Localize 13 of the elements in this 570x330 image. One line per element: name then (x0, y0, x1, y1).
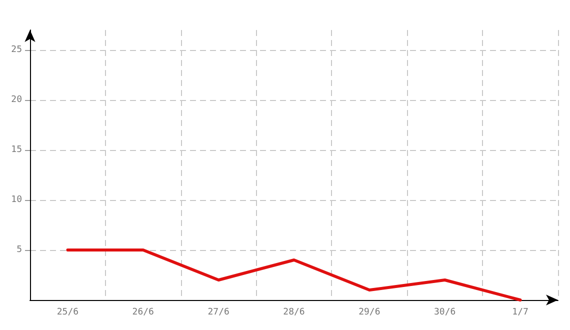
x-tick-label: 26/6 (132, 308, 154, 318)
y-tick-label: 15 (11, 145, 22, 155)
line-series (66, 248, 522, 302)
x-tick-label: 30/6 (434, 308, 456, 318)
y-tick-label: 10 (11, 195, 22, 205)
y-tick-label: 25 (11, 45, 22, 55)
x-tick-label: 25/6 (56, 308, 79, 318)
x-tick-label: 29/6 (358, 308, 380, 318)
y-tick-label: 20 (11, 95, 22, 105)
x-tick-label: 1/7 (512, 308, 528, 318)
x-tick-label: 27/6 (208, 308, 230, 318)
y-tick-label: 5 (16, 245, 22, 255)
x-tick-label: 28/6 (283, 308, 305, 318)
